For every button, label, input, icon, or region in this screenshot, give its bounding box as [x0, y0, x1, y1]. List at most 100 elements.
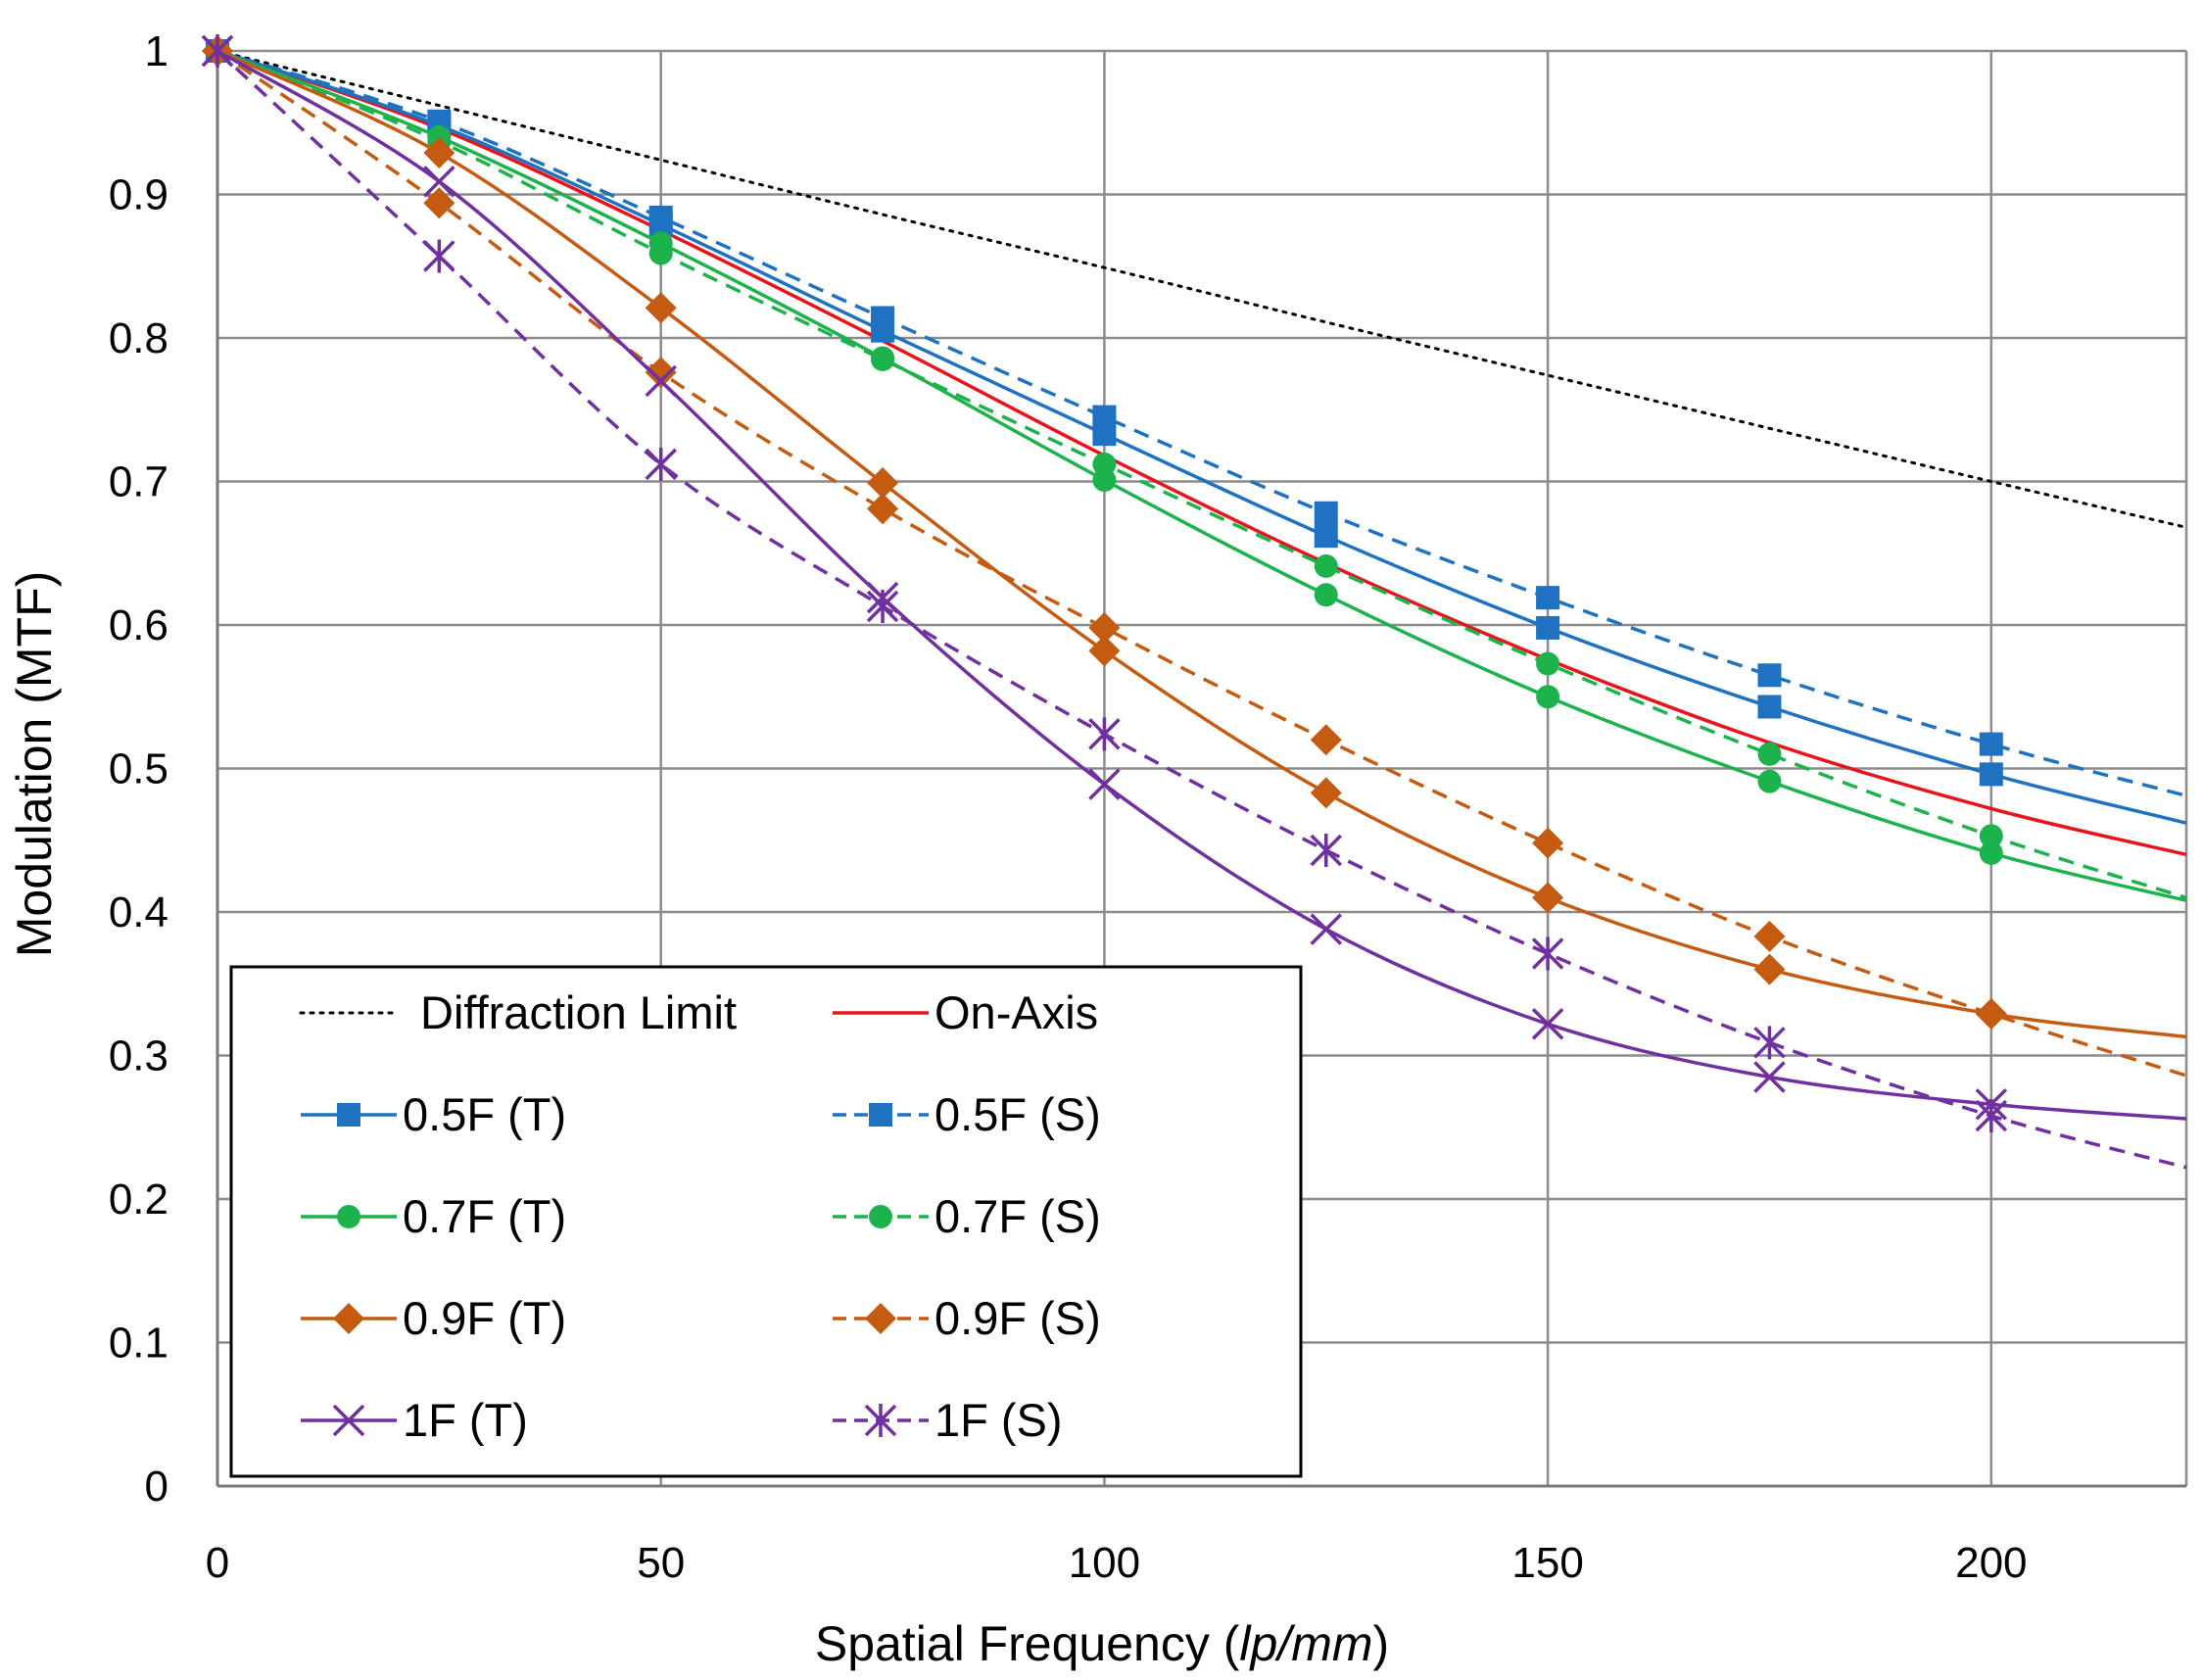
data-point-0-5f-t: [1979, 762, 2003, 787]
x-tick-label: 0: [206, 1539, 229, 1587]
data-point-1f-s: [1088, 717, 1121, 751]
data-point-0-9f-s: [423, 187, 455, 219]
data-point-0-9f-t: [867, 466, 899, 499]
legend-item-0-7f-t: 0.7F (T): [301, 1190, 566, 1242]
data-point-0-5f-t: [1536, 615, 1560, 640]
y-axis-tick-labels: 0 0.1 0.2 0.3 0.4 0.5 0.6 0.7 0.8 0.9 1: [109, 27, 168, 1511]
series-1f-s: [201, 34, 2187, 1170]
data-point-0-9f-t: [1310, 777, 1342, 809]
legend-item-1f-s: 1F (S): [833, 1394, 1063, 1446]
x-axis-tick-labels: 0 50 100 150 200: [206, 1539, 2028, 1587]
y-tick-label: 0.6: [109, 601, 168, 649]
data-point-1f-s: [201, 34, 234, 68]
data-point-1f-t: [1088, 768, 1121, 800]
y-tick-label: 0.2: [109, 1176, 168, 1224]
data-point-0-5f-s: [1536, 586, 1560, 610]
data-point-0-7f-s: [1979, 824, 2003, 848]
legend-swatch-marker: [864, 1404, 897, 1437]
data-point-0-9f-s: [1088, 611, 1121, 644]
series-on-axis: [216, 49, 2187, 857]
data-point-1f-s: [1753, 1026, 1786, 1060]
legend-swatch-marker: [865, 1303, 896, 1334]
legend-label: Diffraction Limit: [420, 986, 737, 1038]
data-point-0-9f-s: [1753, 920, 1786, 952]
data-point-0-7f-s: [871, 347, 895, 371]
data-point-0-5f-s: [1314, 501, 1338, 525]
data-point-1f-t: [645, 364, 677, 398]
data-point-0-9f-s: [1532, 827, 1564, 859]
legend-swatch-marker: [869, 1205, 892, 1228]
data-point-0-9f-s: [1310, 724, 1342, 756]
data-point-1f-s: [423, 239, 455, 273]
legend-swatch-marker: [337, 1103, 360, 1127]
legend-item-1f-t: 1F (T): [301, 1394, 528, 1446]
y-tick-label: 1: [145, 27, 168, 75]
data-point-0-5f-s: [1979, 732, 2003, 756]
legend-label: 1F (T): [403, 1394, 528, 1446]
data-point-0-9f-t: [645, 292, 677, 324]
data-point-0-5f-t: [1757, 695, 1782, 719]
data-point-0-9f-s: [867, 493, 899, 525]
data-point-0-7f-t: [1979, 840, 2003, 865]
legend-label: 0.5F (S): [934, 1088, 1101, 1140]
data-point-0-7f-t: [1314, 583, 1338, 607]
series-diffraction-limit: [216, 49, 2188, 529]
x-tick-label: 50: [637, 1539, 685, 1587]
legend-label: 0.7F (T): [403, 1190, 566, 1242]
legend-item-diffraction-limit: Diffraction Limit: [299, 986, 737, 1038]
data-point-0-7f-t: [1757, 769, 1782, 793]
x-axis-title-prefix: Spatial Frequency (: [815, 1616, 1240, 1671]
series-line-on-axis: [216, 49, 2187, 857]
y-tick-label: 0.5: [109, 745, 168, 793]
series-line-0-9f-s: [216, 49, 2187, 1078]
series-line-diffraction-limit: [216, 49, 2188, 529]
y-tick-label: 0.7: [109, 458, 168, 506]
series-layer: [201, 34, 2188, 1170]
data-point-0-5f-s: [1092, 405, 1117, 429]
y-tick-label: 0: [145, 1463, 168, 1511]
legend-box: [229, 965, 1303, 1478]
data-point-1f-s: [1975, 1099, 2008, 1133]
data-point-1f-t: [1310, 913, 1342, 945]
x-tick-label: 150: [1511, 1539, 1583, 1587]
legend-item-0-7f-s: 0.7F (S): [833, 1190, 1101, 1242]
data-point-0-9f-t: [423, 137, 455, 169]
data-point-0-9f-s: [1975, 998, 2007, 1031]
x-axis-title: Spatial Frequency (lp/mm): [815, 1616, 1389, 1671]
y-tick-label: 0.3: [109, 1032, 168, 1080]
data-point-0-7f-s: [1536, 651, 1560, 676]
series-line-0-5f-t: [216, 49, 2187, 825]
series-line-0-5f-s: [216, 49, 2187, 797]
data-point-0-9f-t: [1753, 953, 1786, 985]
legend-label: 0.9F (S): [934, 1292, 1101, 1344]
x-tick-label: 200: [1955, 1539, 2027, 1587]
series-line-1f-s: [216, 49, 2187, 1170]
legend: Diffraction Limit On-Axis 0.5F (T) 0.5F (S)…: [229, 965, 1303, 1478]
data-point-1f-t: [1531, 1008, 1564, 1040]
legend-swatch-marker: [337, 1205, 360, 1228]
legend-label: 0.5F (T): [403, 1088, 566, 1140]
series-line-0-9f-t: [216, 49, 2187, 1039]
legend-item-0-5f-t: 0.5F (T): [301, 1088, 566, 1140]
data-point-0-7f-s: [648, 241, 673, 265]
legend-label: 0.9F (T): [403, 1292, 566, 1344]
series-line-1f-t: [216, 49, 2187, 1121]
legend-swatch-marker: [333, 1303, 364, 1334]
legend-label: 1F (S): [934, 1394, 1063, 1446]
y-tick-label: 0.4: [109, 888, 168, 936]
series-0-9f-s: [202, 35, 2187, 1078]
data-point-0-9f-t: [1088, 635, 1121, 667]
data-point-0-5f-s: [871, 306, 895, 330]
data-point-1f-s: [645, 447, 677, 481]
legend-label: 0.7F (S): [934, 1190, 1101, 1242]
data-point-0-7f-s: [1314, 553, 1338, 578]
plot-frame: [216, 51, 2186, 1488]
legend-label: On-Axis: [934, 986, 1098, 1038]
data-point-0-7f-s: [1092, 452, 1117, 476]
data-point-0-5f-s: [1757, 663, 1782, 688]
legend-item-0-9f-s: 0.9F (S): [833, 1292, 1101, 1344]
legend-swatch-marker: [332, 1404, 365, 1437]
data-point-1f-s: [1531, 936, 1564, 971]
data-point-0-7f-t: [1536, 685, 1560, 709]
y-tick-label: 0.1: [109, 1320, 168, 1368]
